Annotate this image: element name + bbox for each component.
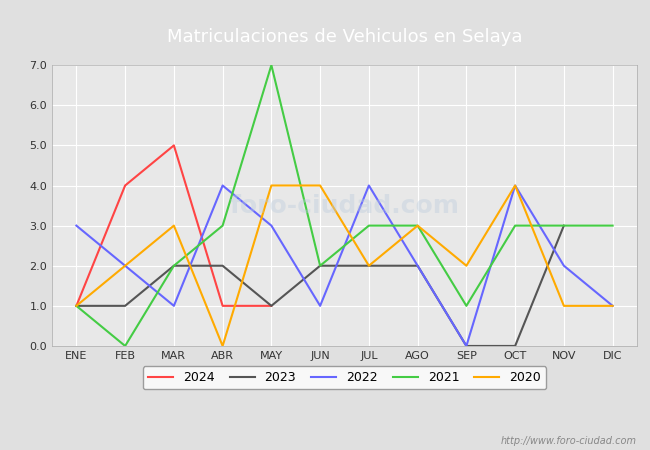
Text: foro-ciudad.com: foro-ciudad.com xyxy=(229,194,460,217)
Text: Matriculaciones de Vehiculos en Selaya: Matriculaciones de Vehiculos en Selaya xyxy=(167,28,522,46)
Text: http://www.foro-ciudad.com: http://www.foro-ciudad.com xyxy=(501,436,637,446)
Legend: 2024, 2023, 2022, 2021, 2020: 2024, 2023, 2022, 2021, 2020 xyxy=(143,366,546,389)
